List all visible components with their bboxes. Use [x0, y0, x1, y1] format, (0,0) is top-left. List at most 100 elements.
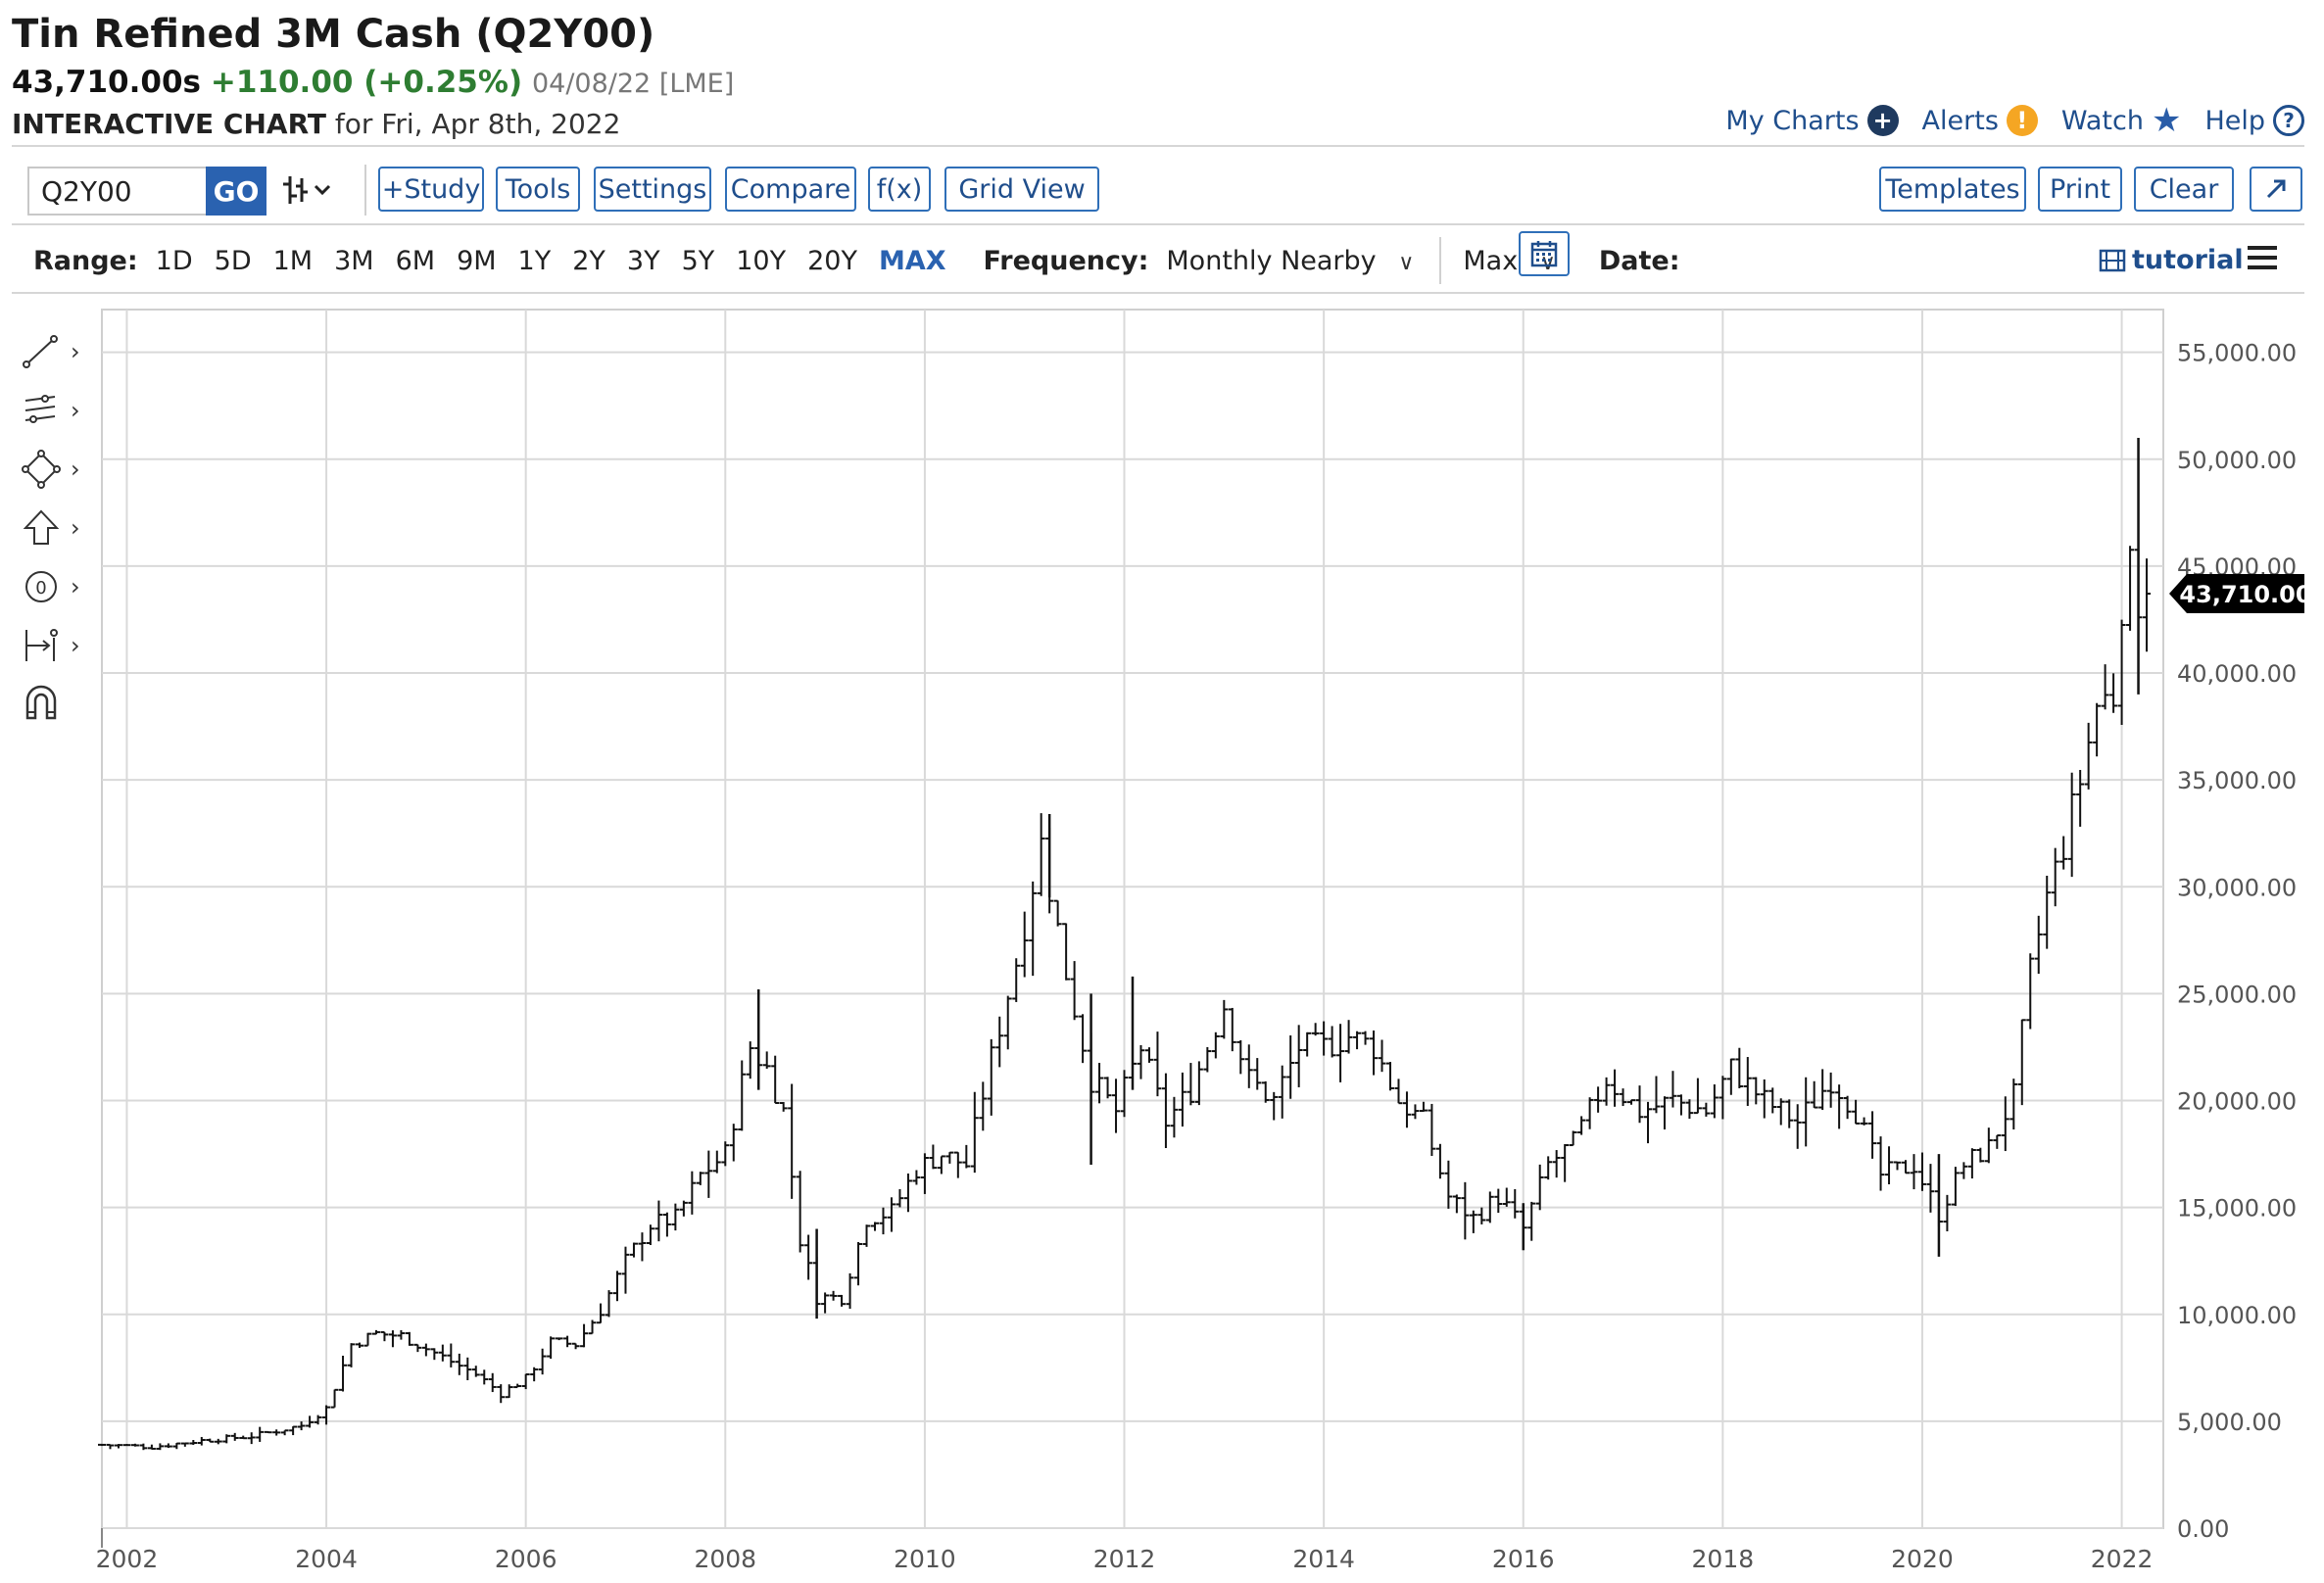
fib-tool-icon — [24, 395, 56, 423]
ohlc-bar — [106, 1443, 115, 1450]
ohlc-bar — [788, 1083, 797, 1199]
watch-link[interactable]: Watch ★ — [2061, 104, 2182, 137]
ohlc-bar — [1627, 1099, 1636, 1105]
ohlc-bar — [1676, 1094, 1685, 1116]
ohlc-bar — [380, 1330, 389, 1342]
ohlc-bar — [1726, 1058, 1735, 1095]
calendar-icon — [1530, 241, 1558, 267]
chevron-right-icon: › — [71, 456, 80, 483]
range-1d[interactable]: 1D — [155, 245, 193, 276]
separator — [1439, 237, 1442, 284]
y-tick-label: 55,000.00 — [2177, 340, 2297, 367]
clear-button[interactable]: Clear — [2134, 167, 2234, 212]
y-tick-label: 25,000.00 — [2177, 981, 2297, 1008]
ohlc-bar — [1294, 1025, 1303, 1087]
arrow-tool[interactable]: › — [22, 504, 90, 552]
range-1m[interactable]: 1M — [272, 245, 314, 276]
ohlc-bar — [413, 1343, 422, 1353]
ohlc-bar — [1153, 1031, 1162, 1097]
expand-button[interactable] — [2250, 167, 2302, 212]
ohlc-bar — [2059, 836, 2068, 870]
ohlc-bar — [1477, 1207, 1486, 1224]
magnet-tool[interactable] — [22, 678, 90, 727]
ohlc-bar — [214, 1438, 222, 1445]
ohlc-bar — [696, 1172, 704, 1185]
chevron-right-icon: › — [71, 397, 80, 424]
range-1y[interactable]: 1Y — [517, 245, 552, 276]
measure-tool[interactable]: › — [22, 621, 90, 670]
ohlc-bar — [1003, 995, 1012, 1050]
ohlc-bar — [1053, 899, 1062, 927]
range-2y[interactable]: 2Y — [572, 245, 605, 276]
my-charts-link[interactable]: My Charts + — [1725, 105, 1899, 136]
ohlc-bar — [1917, 1152, 1926, 1191]
ohlc-bar — [2117, 619, 2126, 725]
ohlc-bar — [1012, 958, 1021, 1002]
range-6m[interactable]: 6M — [395, 245, 436, 276]
ohlc-bar — [471, 1366, 480, 1377]
range-max[interactable]: MAX — [878, 245, 946, 276]
tools-button[interactable]: Tools — [496, 167, 580, 212]
quote-line: 43,710.00s +110.00 (+0.25%) 04/08/22 [LM… — [12, 65, 734, 100]
ohlc-bar — [1835, 1084, 1844, 1129]
ohlc-bar — [1378, 1039, 1386, 1073]
symbol-input[interactable] — [27, 167, 229, 216]
ohlc-bar — [1535, 1164, 1544, 1211]
range-10y[interactable]: 10Y — [736, 245, 787, 276]
menu-button[interactable] — [2246, 243, 2279, 276]
range-3m[interactable]: 3M — [334, 245, 374, 276]
ohlc-bar — [1868, 1111, 1877, 1159]
templates-button[interactable]: Templates — [1879, 167, 2026, 212]
ohlc-bar — [929, 1144, 938, 1170]
frequency-dropdown[interactable]: Monthly Nearby ∨ — [1166, 246, 1414, 276]
fx-button[interactable]: f(x) — [868, 167, 931, 212]
line-tool[interactable]: › — [22, 327, 90, 376]
ohlc-bar — [455, 1353, 463, 1375]
ohlc-bar — [2126, 546, 2135, 631]
study-button[interactable]: +Study — [378, 167, 484, 212]
range-3y[interactable]: 3Y — [626, 245, 660, 276]
toolbar-separator — [364, 165, 366, 216]
ohlc-bar — [1752, 1077, 1761, 1105]
tutorial-link[interactable]: tutorial — [2099, 245, 2244, 275]
bar-type-selector[interactable] — [280, 172, 339, 216]
grid-view-button[interactable]: Grid View — [944, 167, 1099, 212]
ohlc-bar — [829, 1290, 838, 1301]
range-20y[interactable]: 20Y — [807, 245, 857, 276]
ohlc-bar — [1943, 1194, 1952, 1231]
shape-tool[interactable]: › — [22, 445, 90, 494]
range-5y[interactable]: 5Y — [681, 245, 715, 276]
ohlc-bar — [1785, 1099, 1794, 1128]
plus-circle-icon: + — [1866, 105, 1899, 136]
ohlc-bar — [796, 1171, 804, 1253]
alerts-link[interactable]: Alerts ! — [1922, 105, 2038, 136]
ohlc-bar — [597, 1303, 605, 1324]
ohlc-bar — [264, 1430, 272, 1434]
range-9m[interactable]: 9M — [457, 245, 497, 276]
x-tick-label: 2008 — [694, 1545, 756, 1573]
ohlc-bar — [662, 1212, 671, 1237]
compare-button[interactable]: Compare — [725, 167, 856, 212]
ohlc-bar — [513, 1383, 522, 1389]
ohlc-bar — [1984, 1127, 1993, 1164]
ohlc-bar — [222, 1434, 231, 1444]
alert-icon: ! — [2006, 105, 2038, 136]
help-link[interactable]: Help ? — [2204, 105, 2304, 136]
period-dropdown[interactable]: Max ∨ — [1463, 246, 1556, 276]
ohlc-bar — [1527, 1201, 1536, 1241]
ohlc-bar — [613, 1271, 621, 1302]
settings-button[interactable]: Settings — [594, 167, 711, 212]
range-5d[interactable]: 5D — [214, 245, 252, 276]
go-button[interactable]: GO — [206, 167, 266, 216]
fib-tool[interactable]: › — [22, 386, 90, 435]
y-tick-label: 35,000.00 — [2177, 767, 2297, 794]
calendar-button[interactable] — [1519, 231, 1570, 276]
my-charts-label: My Charts — [1725, 105, 1860, 136]
y-tick-label: 0.00 — [2177, 1515, 2229, 1543]
print-button[interactable]: Print — [2038, 167, 2122, 212]
ohlc-bar — [1328, 1026, 1336, 1058]
arrow-tool-icon — [23, 509, 60, 545]
annotation-tool[interactable]: 0 › — [22, 562, 90, 611]
ohlc-bar — [1644, 1101, 1652, 1144]
